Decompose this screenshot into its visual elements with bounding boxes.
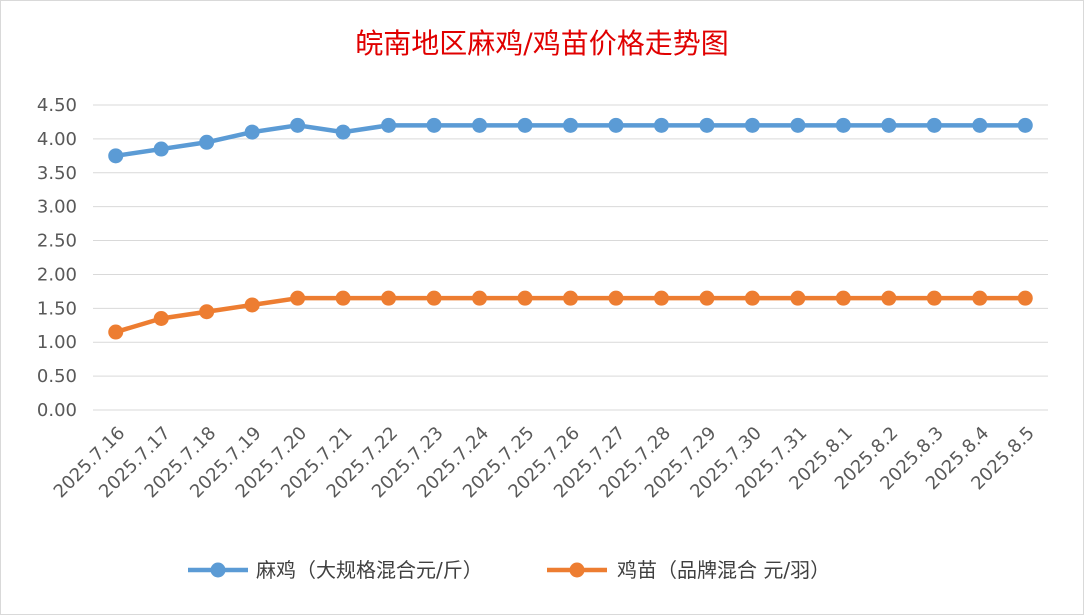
data-point [835,117,851,133]
data-point [335,290,351,306]
legend-marker [210,562,226,578]
data-point [563,117,578,133]
data-point [790,117,806,133]
data-point [1017,117,1033,133]
data-point [153,311,169,326]
data-point [653,117,669,133]
data-point [472,290,488,306]
chart-title: 皖南地区麻鸡/鸡苗价格走势图 [355,27,728,60]
data-point [608,290,624,306]
data-point [153,141,169,157]
data-point [381,117,397,133]
data-point [1017,290,1033,306]
data-point [290,290,306,306]
legend-label: 鸡苗（品牌混合 元/羽） [617,558,830,582]
data-point [926,117,942,133]
legend-item: 鸡苗（品牌混合 元/羽） [547,558,830,582]
gridlines [93,104,1048,411]
data-point [517,290,533,306]
legend: 麻鸡（大规格混合元/斤） 鸡苗（品牌混合 元/羽） [188,558,830,582]
data-point [335,124,351,140]
data-point [744,117,760,133]
y-tick-label: 3.50 [37,163,77,184]
y-tick-label: 0.50 [37,366,77,387]
y-tick-label: 2.00 [37,264,77,285]
data-point [199,304,215,320]
data-point [426,117,442,133]
data-point [881,117,897,133]
data-point [699,117,715,133]
legend-item: 麻鸡（大规格混合元/斤） [188,558,483,582]
data-point [517,117,533,133]
data-point [790,290,806,306]
series-2 [108,290,1033,340]
data-point [108,148,124,164]
data-point [563,290,578,306]
data-point [426,290,442,306]
y-axis-tick-labels: 0.00 0.50 1.00 1.50 2.00 2.50 3.00 3.50 4.00 4.50 [37,95,77,421]
data-point [290,117,306,133]
legend-marker [569,562,585,578]
data-point [608,117,624,133]
data-point [699,290,715,306]
y-tick-label: 4.00 [37,129,77,150]
y-tick-label: 2.50 [37,231,77,252]
data-point [653,290,669,306]
y-tick-label: 4.50 [37,95,77,116]
data-point [972,290,988,306]
data-point [199,134,215,150]
x-axis-tick-labels: 2025.7.162025.7.172025.7.182025.7.192025… [50,423,1039,503]
data-point [244,124,260,140]
legend-label: 麻鸡（大规格混合元/斤） [256,558,483,582]
y-tick-label: 1.50 [37,298,77,319]
series-lines [108,117,1033,340]
data-point [972,117,988,133]
data-point [244,297,260,313]
series-1 [108,117,1033,164]
data-point [472,117,488,133]
data-point [926,290,942,306]
data-point [744,290,760,306]
data-point [835,290,851,306]
data-point [381,290,397,306]
y-tick-label: 0.00 [37,400,77,421]
data-point [108,324,124,340]
y-tick-label: 3.00 [37,197,77,218]
y-tick-label: 1.00 [37,332,77,353]
data-point [881,290,897,306]
